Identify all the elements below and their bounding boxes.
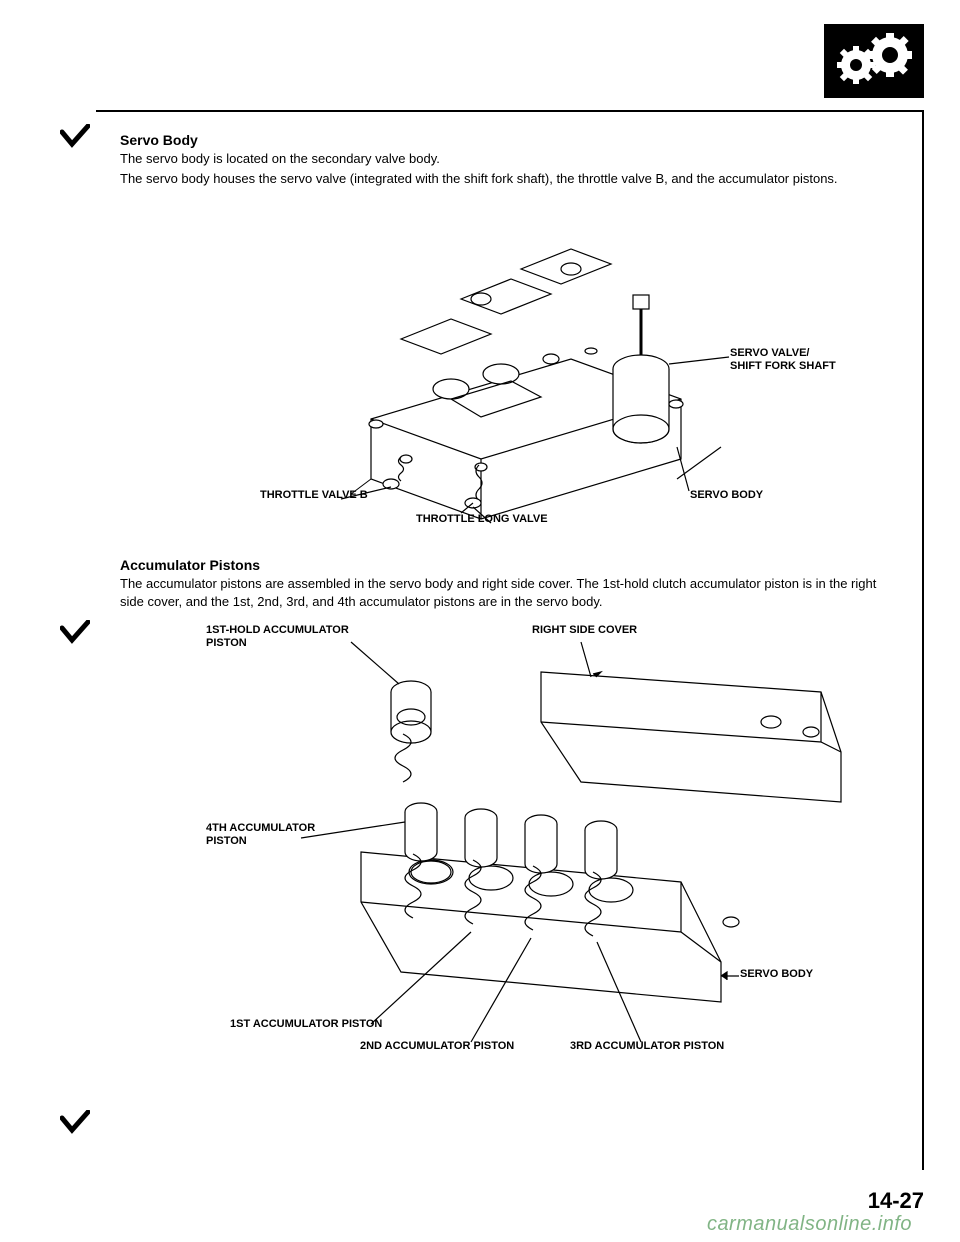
label-line: SERVO VALVE/ [730, 347, 809, 359]
accumulator-diagram: 1ST-HOLD ACCUMULATOR PISTON RIGHT SIDE C… [120, 622, 902, 1052]
manual-page: Servo Body The servo body is located on … [0, 0, 960, 1242]
label-third-piston: 3RD ACCUMULATOR PISTON [570, 1040, 724, 1053]
content-frame: Servo Body The servo body is located on … [96, 110, 924, 1170]
page-number: 14-27 [868, 1188, 924, 1214]
servo-body-p1: The servo body is located on the seconda… [120, 150, 902, 168]
accumulator-p1: The accumulator pistons are assembled in… [120, 575, 902, 610]
servo-body-p2: The servo body houses the servo valve (i… [120, 170, 902, 188]
label-throttle-long-valve: THROTTLE LONG VALVE [416, 513, 548, 526]
label-servo-body: SERVO BODY [690, 489, 763, 502]
label-first-piston: 1ST ACCUMULATOR PISTON [230, 1018, 382, 1031]
gear-icon-box [824, 24, 924, 98]
accumulator-title: Accumulator Pistons [120, 557, 902, 573]
label-first-hold-piston: 1ST-HOLD ACCUMULATOR PISTON [206, 624, 349, 650]
margin-check-icon [60, 620, 90, 644]
label-second-piston: 2ND ACCUMULATOR PISTON [360, 1040, 514, 1053]
margin-check-icon [60, 124, 90, 148]
label-throttle-valve-b: THROTTLE VALVE B [260, 489, 368, 502]
label-servo-body-2: SERVO BODY [740, 968, 813, 981]
label-line: 4TH ACCUMULATOR [206, 822, 315, 834]
label-line: PISTON [206, 637, 247, 649]
margin-check-icon [60, 1110, 90, 1134]
label-right-side-cover: RIGHT SIDE COVER [532, 624, 637, 637]
servo-body-diagram: SERVO VALVE/ SHIFT FORK SHAFT THROTTLE V… [120, 199, 902, 539]
label-line: SHIFT FORK SHAFT [730, 360, 836, 372]
label-line: 1ST-HOLD ACCUMULATOR [206, 624, 349, 636]
gear-icon [830, 31, 918, 91]
label-servo-valve-shaft: SERVO VALVE/ SHIFT FORK SHAFT [730, 347, 836, 373]
watermark: carmanualsonline.info [707, 1213, 912, 1236]
servo-body-title: Servo Body [120, 132, 902, 148]
label-fourth-piston: 4TH ACCUMULATOR PISTON [206, 822, 315, 848]
label-line: PISTON [206, 835, 247, 847]
